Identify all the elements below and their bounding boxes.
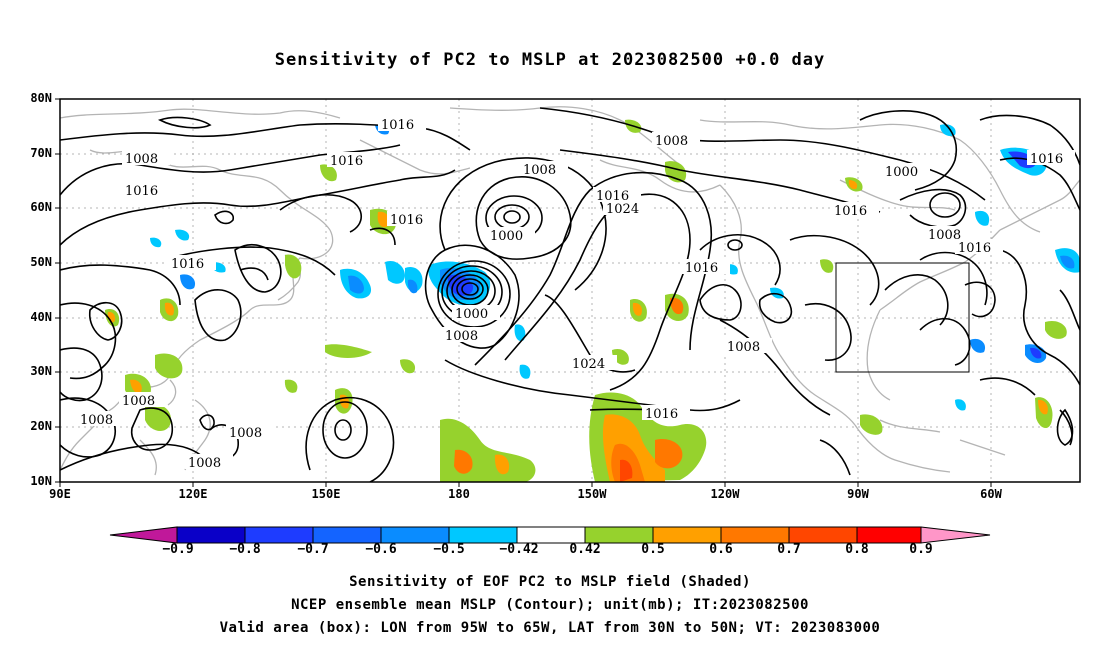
colorbar-swatch xyxy=(720,526,790,544)
contour-label: 1008 xyxy=(122,394,155,409)
contour-label: 1008 xyxy=(80,413,113,428)
colorbar-swatch xyxy=(176,526,246,544)
contour-label: 1000 xyxy=(455,307,488,322)
lat-label: 80N xyxy=(30,91,52,105)
contour-label: 1008 xyxy=(928,228,961,243)
map-frame xyxy=(59,98,1081,483)
contour-label: 1008 xyxy=(125,152,158,167)
contour-label: 1008 xyxy=(727,340,760,355)
contour-label: 1008 xyxy=(229,426,262,441)
colorbar-label: 0.9 xyxy=(909,542,933,557)
contour-labels: 1016 1008 1016 1016 1008 1000 1016 1016 … xyxy=(77,116,1075,471)
colorbar-swatch xyxy=(652,526,722,544)
lat-label: 60N xyxy=(30,200,52,214)
contour-label: 1016 xyxy=(390,213,423,228)
colorbar-high-extend xyxy=(920,526,991,544)
colorbar xyxy=(109,526,991,544)
contour-label: 1008 xyxy=(655,134,688,149)
colorbar-swatch xyxy=(856,526,922,544)
colorbar-label: −0.8 xyxy=(229,542,261,557)
contour-label: 1024 xyxy=(572,357,605,372)
colorbar-label: −0.5 xyxy=(433,542,465,557)
colorbar-swatch xyxy=(448,526,518,544)
colorbar-swatch xyxy=(516,526,586,544)
contour-label: 1000 xyxy=(885,165,918,180)
caption-line: Valid area (box): LON from 95W to 65W, L… xyxy=(219,620,881,636)
colorbar-label: 0.6 xyxy=(709,542,733,557)
lat-label: 70N xyxy=(30,146,52,160)
lat-label: 50N xyxy=(30,255,52,269)
lon-label: 150E xyxy=(311,487,341,501)
colorbar-swatch xyxy=(788,526,858,544)
tick-marks xyxy=(55,98,992,487)
lon-label: 150W xyxy=(577,487,607,501)
caption-line: NCEP ensemble mean MSLP (Contour); unit(… xyxy=(291,597,809,613)
valid-area-box xyxy=(835,262,970,373)
lon-label: 90E xyxy=(49,487,71,501)
colorbar-label: 0.8 xyxy=(845,542,869,557)
contour-label: 1016 xyxy=(171,257,204,272)
contour-label: 1016 xyxy=(958,241,991,256)
colorbar-label: 0.7 xyxy=(777,542,801,557)
colorbar-label: −0.7 xyxy=(297,542,329,557)
colorbar-label: 0.42 xyxy=(569,542,601,557)
contour-label: 1016 xyxy=(1030,152,1063,167)
contour-label: 1016 xyxy=(125,184,158,199)
lon-label: 60W xyxy=(980,487,1002,501)
contour-label: 1016 xyxy=(645,407,678,422)
contour-label: 1016 xyxy=(834,204,867,219)
lon-label: 180 xyxy=(448,487,470,501)
contour-label: 1000 xyxy=(490,229,523,244)
lat-label: 30N xyxy=(30,364,52,378)
map-plot-area xyxy=(60,99,1080,482)
contour-label: 1016 xyxy=(381,118,414,133)
contour-label: 1008 xyxy=(188,456,221,471)
contour-label: 1008 xyxy=(523,163,556,178)
caption-line: Sensitivity of EOF PC2 to MSLP field (Sh… xyxy=(349,574,751,590)
colorbar-swatch xyxy=(244,526,314,544)
lon-label: 120W xyxy=(710,487,740,501)
colorbar-swatch xyxy=(380,526,450,544)
colorbar-label: −0.9 xyxy=(162,542,194,557)
colorbar-label: −0.6 xyxy=(365,542,397,557)
colorbar-swatch xyxy=(312,526,382,544)
sensitivity-shading xyxy=(105,119,1080,482)
colorbar-low-extend xyxy=(109,526,178,544)
contour-label: 1016 xyxy=(330,154,363,169)
mslp-contours xyxy=(60,107,1080,482)
lat-label: 40N xyxy=(30,310,52,324)
contour-label: 1008 xyxy=(445,329,478,344)
colorbar-swatch xyxy=(584,526,654,544)
colorbar-label: 0.5 xyxy=(641,542,665,557)
lon-label: 120E xyxy=(178,487,208,501)
gridlines xyxy=(60,99,1080,482)
lon-label: 90W xyxy=(847,487,869,501)
lat-label: 10N xyxy=(30,474,52,488)
map-title: Sensitivity of PC2 to MSLP at 2023082500… xyxy=(274,50,826,70)
contour-label: 1024 xyxy=(606,202,639,217)
lat-label: 20N xyxy=(30,419,52,433)
colorbar-label: −0.42 xyxy=(499,542,539,557)
contour-label: 1016 xyxy=(685,261,718,276)
